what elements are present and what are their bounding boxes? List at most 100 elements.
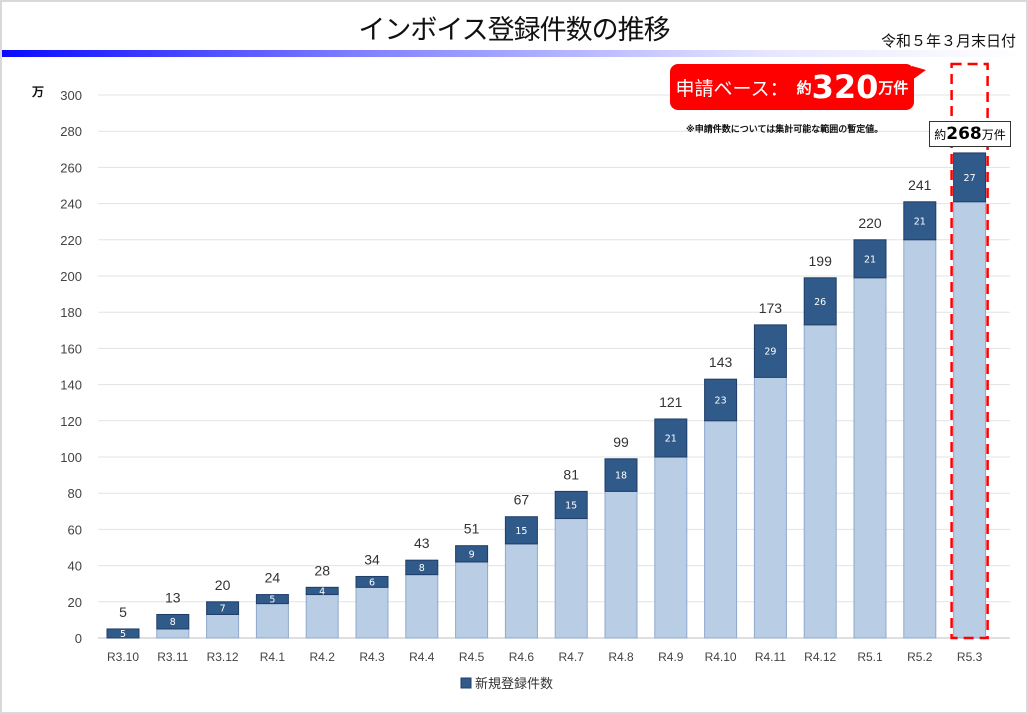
bar-total-label: 143 [709, 354, 733, 370]
bar-new-registrations [604, 458, 638, 492]
bar-total-label: 67 [514, 492, 530, 508]
bar-new-registrations [106, 628, 140, 639]
bar-cumulative [156, 628, 190, 639]
bar-new-label: 18 [615, 471, 627, 482]
bar-new-registrations [953, 152, 987, 203]
bar-new-label: 8 [419, 563, 425, 574]
y-tick-label: 180 [60, 305, 82, 320]
x-tick-label: R3.10 [107, 650, 139, 664]
x-tick-label: R5.3 [957, 650, 983, 664]
bar-cumulative [853, 277, 887, 639]
date-label: 令和５年３月末日付 [880, 32, 1016, 50]
bar-new-label: 29 [764, 347, 776, 358]
bar-total-label: 99 [613, 434, 629, 450]
callout-value: 320 [811, 68, 879, 106]
y-tick-label: 220 [60, 233, 82, 248]
bar-new-registrations [206, 601, 240, 615]
bar-new-label: 27 [964, 173, 976, 184]
x-tick-label: R4.8 [608, 650, 634, 664]
bar-cumulative [654, 456, 688, 639]
last-bar-total-box: 約 268 万件 [929, 121, 1011, 147]
bar-new-registrations [305, 586, 339, 596]
highlight-dashed-box [950, 62, 989, 640]
bar-cumulative [803, 324, 837, 639]
y-axis-unit: 万 [31, 85, 44, 99]
bar-cumulative [704, 420, 738, 639]
application-callout: 申請ベース： 約 320 万件 [670, 64, 926, 110]
x-tick-label: R4.5 [459, 650, 485, 664]
bar-total-label: 51 [464, 521, 480, 537]
y-tick-label: 120 [60, 414, 82, 429]
bar-total-label: 173 [759, 300, 783, 316]
y-tick-label: 140 [60, 378, 82, 393]
x-tick-label: R4.7 [559, 650, 585, 664]
bar-cumulative [753, 376, 787, 639]
legend-label: 新規登録件数 [475, 676, 553, 692]
bar-total-label: 13 [165, 589, 181, 605]
bar-new-label: 15 [515, 526, 527, 537]
x-tick-label: R4.4 [409, 650, 435, 664]
bar-new-registrations [853, 239, 887, 279]
callout-unit: 万件 [878, 78, 909, 97]
bar-new-registrations [554, 490, 588, 520]
x-tick-label: R4.2 [310, 650, 336, 664]
last-bar-prefix: 約 [934, 127, 947, 142]
x-tick-label: R4.3 [359, 650, 385, 664]
y-tick-label: 240 [60, 197, 82, 212]
bar-cumulative [604, 490, 638, 639]
page-title: インボイス登録件数の推移 [358, 15, 670, 46]
bar-cumulative [953, 201, 987, 639]
bar-cumulative [504, 543, 538, 639]
y-tick-label: 200 [60, 269, 82, 284]
bar-total-label: 241 [908, 177, 932, 193]
bar-cumulative [255, 603, 289, 639]
bar-total-label: 199 [809, 253, 833, 269]
y-tick-label: 160 [60, 341, 82, 356]
bar-new-registrations [903, 201, 937, 241]
bar-new-label: 21 [864, 254, 876, 265]
bar-new-label: 21 [665, 433, 677, 444]
x-tick-label: R3.11 [157, 650, 188, 664]
bar-new-registrations [455, 545, 489, 563]
y-tick-label: 300 [60, 88, 82, 103]
bar-new-registrations [704, 378, 738, 422]
last-bar-value: 268 [946, 124, 982, 144]
x-tick-label: R4.1 [260, 650, 286, 664]
x-tick-label: R4.12 [804, 650, 836, 664]
x-tick-label: R4.6 [509, 650, 535, 664]
x-tick-label: R5.1 [857, 650, 883, 664]
y-tick-label: 0 [75, 631, 82, 646]
callout-label: 申請ベース： [675, 77, 789, 100]
bar-cumulative [455, 561, 489, 639]
bar-new-label: 4 [319, 586, 325, 597]
bar-new-label: 8 [170, 617, 176, 628]
bar-new-label: 9 [469, 549, 475, 560]
y-tick-label: 280 [60, 124, 82, 139]
bar-new-label: 23 [715, 395, 727, 406]
bar-total-label: 220 [858, 215, 882, 231]
bar-cumulative [206, 613, 240, 639]
bar-total-label: 20 [215, 577, 231, 593]
last-bar-unit: 万件 [981, 127, 1006, 142]
x-tick-label: R3.12 [207, 650, 239, 664]
bar-total-label: 28 [314, 562, 330, 578]
callout-note: ※申請件数については集計可能な範囲の暫定値。 [686, 125, 884, 135]
y-tick-label: 260 [60, 160, 82, 175]
x-tick-label: R4.10 [705, 650, 737, 664]
y-tick-label: 20 [68, 595, 82, 610]
bar-new-label: 26 [814, 297, 826, 308]
bar-cumulative [903, 239, 937, 639]
bar-new-registrations [654, 418, 688, 458]
title-gradient-band [2, 50, 1024, 57]
bar-new-registrations [355, 575, 389, 588]
x-tick-label: R4.11 [755, 650, 786, 664]
bar-total-label: 24 [265, 570, 281, 586]
y-tick-label: 40 [68, 559, 82, 574]
y-tick-label: 80 [68, 486, 82, 501]
bar-new-label: 15 [565, 500, 577, 511]
bar-cumulative [305, 594, 339, 639]
bar-cumulative [355, 586, 389, 639]
callout-prefix: 約 [796, 78, 812, 97]
bar-new-registrations [255, 594, 289, 605]
